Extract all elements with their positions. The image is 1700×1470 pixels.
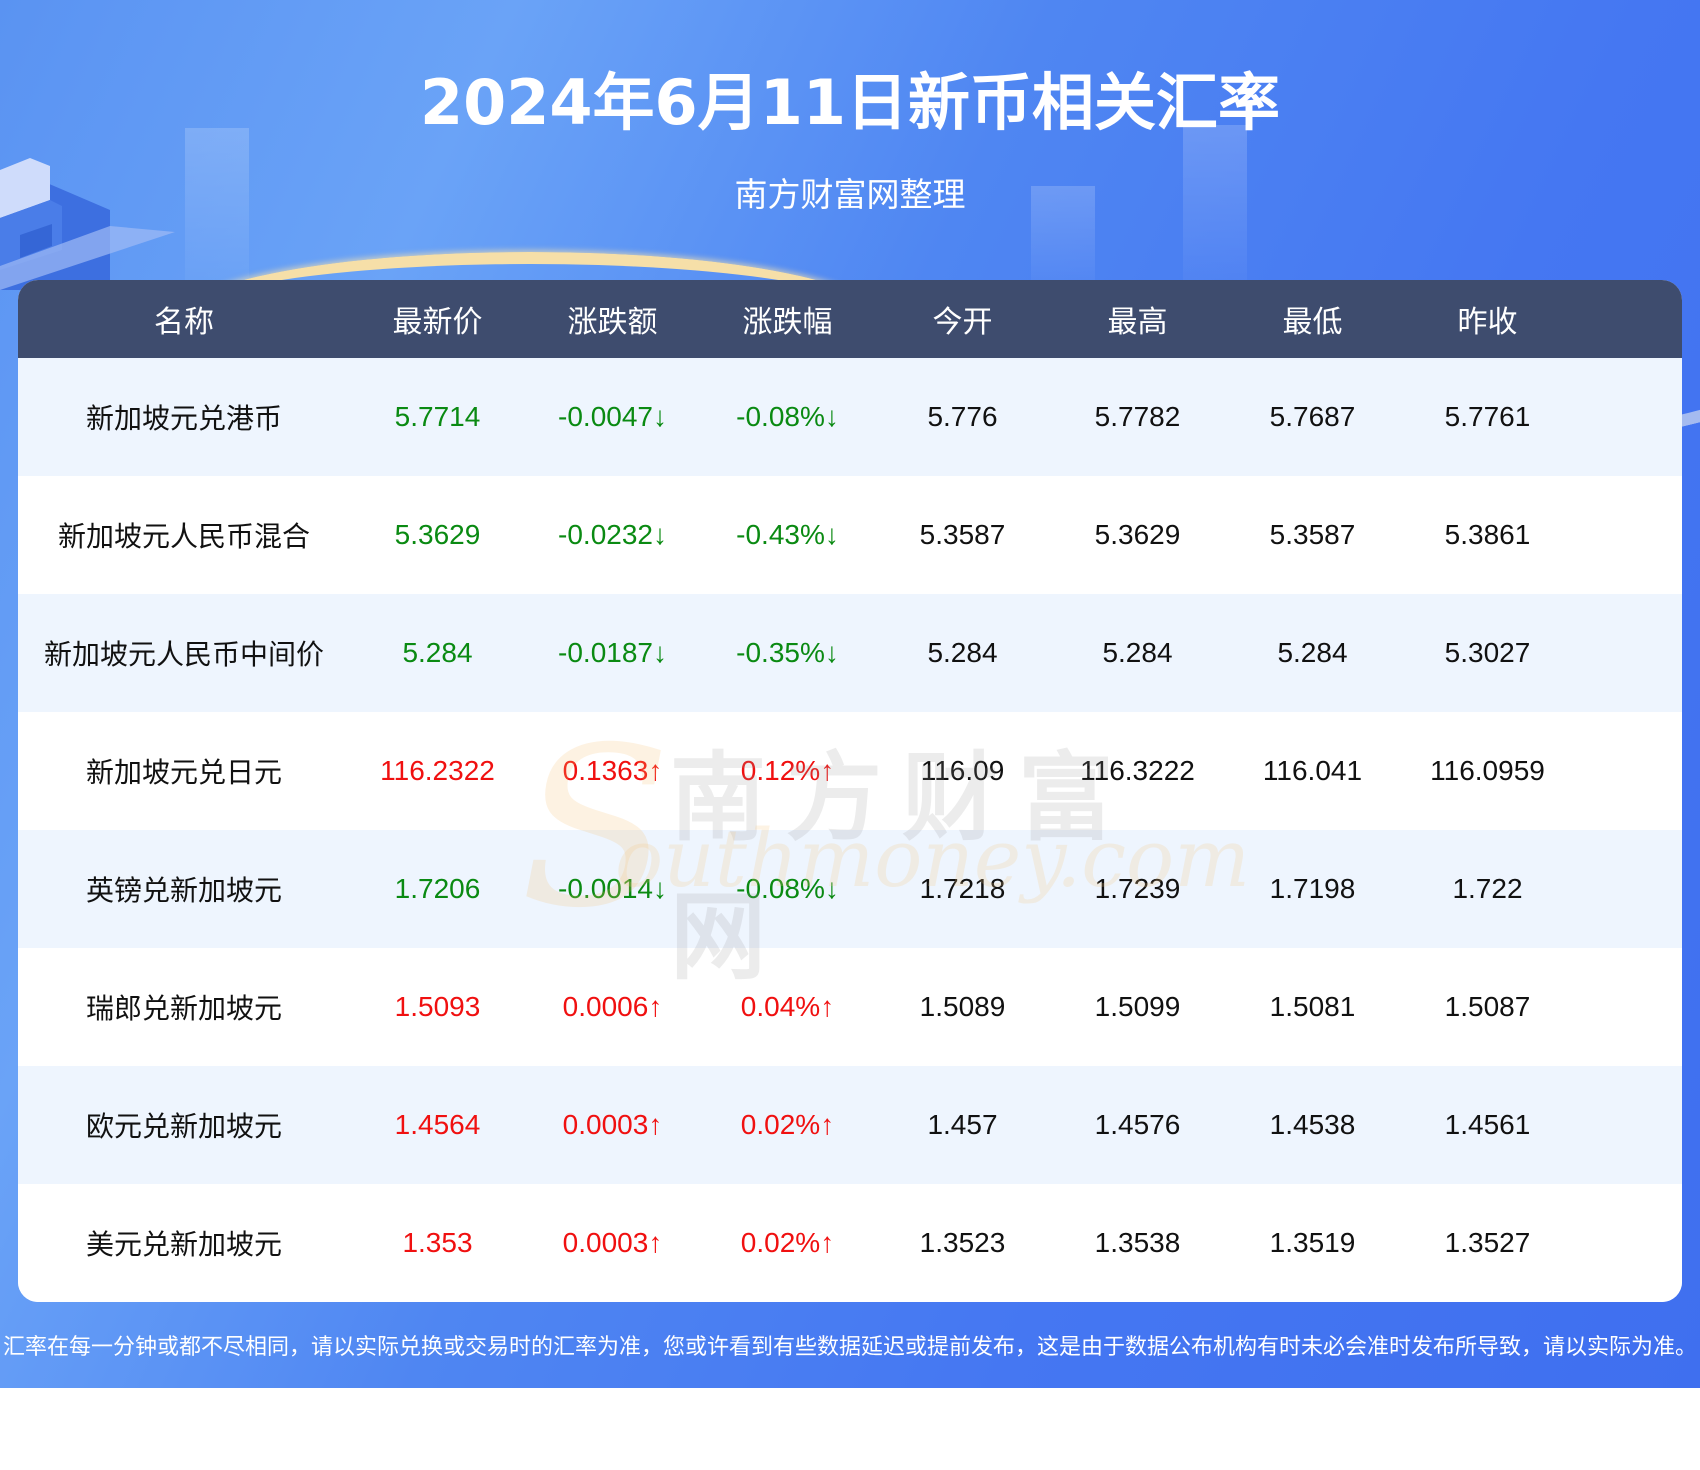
low-price: 1.5081: [1269, 991, 1356, 1022]
high-price: 1.5099: [1094, 991, 1181, 1022]
prev-close-price: 1.722: [1452, 873, 1523, 904]
change-amount: 0.0003↑: [562, 1109, 663, 1140]
high-price: 5.7782: [1094, 401, 1181, 432]
decorative-pillar: [185, 128, 249, 288]
latest-price: 5.284: [402, 637, 473, 668]
change-amount: 0.1363↑: [562, 755, 663, 786]
latest-price: 1.353: [402, 1227, 473, 1258]
change-percent: 0.02%↑: [740, 1227, 835, 1258]
prev-close-price: 5.3861: [1444, 519, 1531, 550]
table-row: 美元兑新加坡元 1.353 0.0003↑ 0.02%↑ 1.3523 1.35…: [18, 1184, 1682, 1302]
currency-pair-name: 英镑兑新加坡元: [85, 874, 282, 907]
change-percent: 0.02%↑: [740, 1109, 835, 1140]
prev-close-price: 5.3027: [1444, 637, 1531, 668]
table-row: 新加坡元人民币混合 5.3629 -0.0232↓ -0.43%↓ 5.3587…: [18, 476, 1682, 594]
currency-pair-name: 新加坡元兑日元: [85, 756, 282, 789]
prev-close-price: 5.7761: [1444, 401, 1531, 432]
open-price: 5.284: [927, 637, 998, 668]
decorative-pillar: [1031, 186, 1095, 286]
column-header-low: 最低: [1282, 305, 1343, 340]
change-amount: 0.0003↑: [562, 1227, 663, 1258]
high-price: 5.3629: [1094, 519, 1181, 550]
table-row: 欧元兑新加坡元 1.4564 0.0003↑ 0.02%↑ 1.457 1.45…: [18, 1066, 1682, 1184]
currency-pair-name: 新加坡元人民币中间价: [43, 638, 324, 671]
latest-price: 5.7714: [394, 401, 481, 432]
low-price: 1.4538: [1269, 1109, 1356, 1140]
change-percent: 0.12%↑: [740, 755, 835, 786]
table-row: 新加坡元人民币中间价 5.284 -0.0187↓ -0.35%↓ 5.284 …: [18, 594, 1682, 712]
change-percent: -0.35%↓: [736, 637, 839, 668]
high-price: 5.284: [1102, 637, 1173, 668]
low-price: 5.7687: [1269, 401, 1356, 432]
column-header-name: 名称: [154, 305, 214, 340]
latest-price: 1.5093: [394, 991, 481, 1022]
latest-price: 1.4564: [394, 1109, 481, 1140]
open-price: 116.09: [920, 755, 1005, 786]
column-header-change-pct: 涨跌幅: [742, 305, 833, 340]
open-price: 1.3523: [919, 1227, 1006, 1258]
change-percent: -0.08%↓: [736, 873, 839, 904]
open-price: 1.5089: [919, 991, 1006, 1022]
high-price: 116.3222: [1080, 755, 1195, 786]
change-percent: 0.04%↑: [740, 991, 835, 1022]
low-price: 5.284: [1277, 637, 1348, 668]
open-price: 1.457: [927, 1109, 998, 1140]
open-price: 5.3587: [919, 519, 1006, 550]
low-price: 1.7198: [1269, 873, 1356, 904]
change-amount: 0.0006↑: [562, 991, 663, 1022]
open-price: 1.7218: [919, 873, 1006, 904]
table-row: 新加坡元兑日元 116.2322 0.1363↑ 0.12%↑ 116.09 1…: [18, 712, 1682, 830]
change-amount: -0.0232↓: [558, 519, 667, 550]
change-amount: -0.0187↓: [558, 637, 667, 668]
decorative-pillar: [1183, 125, 1247, 285]
latest-price: 116.2322: [380, 755, 495, 786]
currency-pair-name: 美元兑新加坡元: [85, 1228, 282, 1261]
low-price: 5.3587: [1269, 519, 1356, 550]
prev-close-price: 1.4561: [1444, 1109, 1531, 1140]
change-percent: -0.43%↓: [736, 519, 839, 550]
latest-price: 5.3629: [394, 519, 481, 550]
low-price: 116.041: [1262, 755, 1363, 786]
change-amount: -0.0047↓: [558, 401, 667, 432]
currency-pair-name: 新加坡元兑港币: [85, 402, 282, 435]
column-header-change: 涨跌额: [567, 305, 658, 340]
prev-close-price: 1.3527: [1444, 1227, 1531, 1258]
table-row: 新加坡元兑港币 5.7714 -0.0047↓ -0.08%↓ 5.776 5.…: [18, 358, 1682, 476]
page-subtitle: 南方财富网整理: [734, 175, 966, 214]
column-header-open: 今开: [932, 305, 993, 340]
table-row: 英镑兑新加坡元 1.7206 -0.0014↓ -0.08%↓ 1.7218 1…: [18, 830, 1682, 948]
building-illustration-icon: [0, 158, 175, 290]
column-header-latest: 最新价: [392, 305, 483, 340]
currency-pair-name: 新加坡元人民币混合: [57, 520, 310, 553]
page-title: 2024年6月11日新币相关汇率: [420, 66, 1280, 139]
table-header: 名称 最新价 涨跌额 涨跌幅 今开 最高 最低 昨收: [18, 280, 1682, 358]
prev-close-price: 116.0959: [1430, 755, 1545, 786]
currency-pair-name: 欧元兑新加坡元: [85, 1110, 282, 1143]
column-header-high: 最高: [1107, 305, 1168, 340]
high-price: 1.7239: [1094, 873, 1181, 904]
high-price: 1.4576: [1094, 1109, 1181, 1140]
change-amount: -0.0014↓: [558, 873, 667, 904]
open-price: 5.776: [927, 401, 998, 432]
prev-close-price: 1.5087: [1444, 991, 1531, 1022]
low-price: 1.3519: [1269, 1227, 1356, 1258]
disclaimer: 汇率在每一分钟或都不尽相同，请以实际兑换或交易时的汇率为准，您或许看到有些数据延…: [2, 1335, 1697, 1360]
bottom-blank-area: [0, 1388, 1700, 1470]
table-row: 瑞郎兑新加坡元 1.5093 0.0006↑ 0.04%↑ 1.5089 1.5…: [18, 948, 1682, 1066]
column-header-prev-close: 昨收: [1457, 305, 1518, 340]
change-percent: -0.08%↓: [736, 401, 839, 432]
latest-price: 1.7206: [394, 873, 481, 904]
currency-pair-name: 瑞郎兑新加坡元: [85, 992, 282, 1025]
exchange-rate-table: 名称 最新价 涨跌额 涨跌幅 今开 最高 最低 昨收 新加坡元兑港币 5.771…: [18, 280, 1682, 1302]
high-price: 1.3538: [1094, 1227, 1181, 1258]
